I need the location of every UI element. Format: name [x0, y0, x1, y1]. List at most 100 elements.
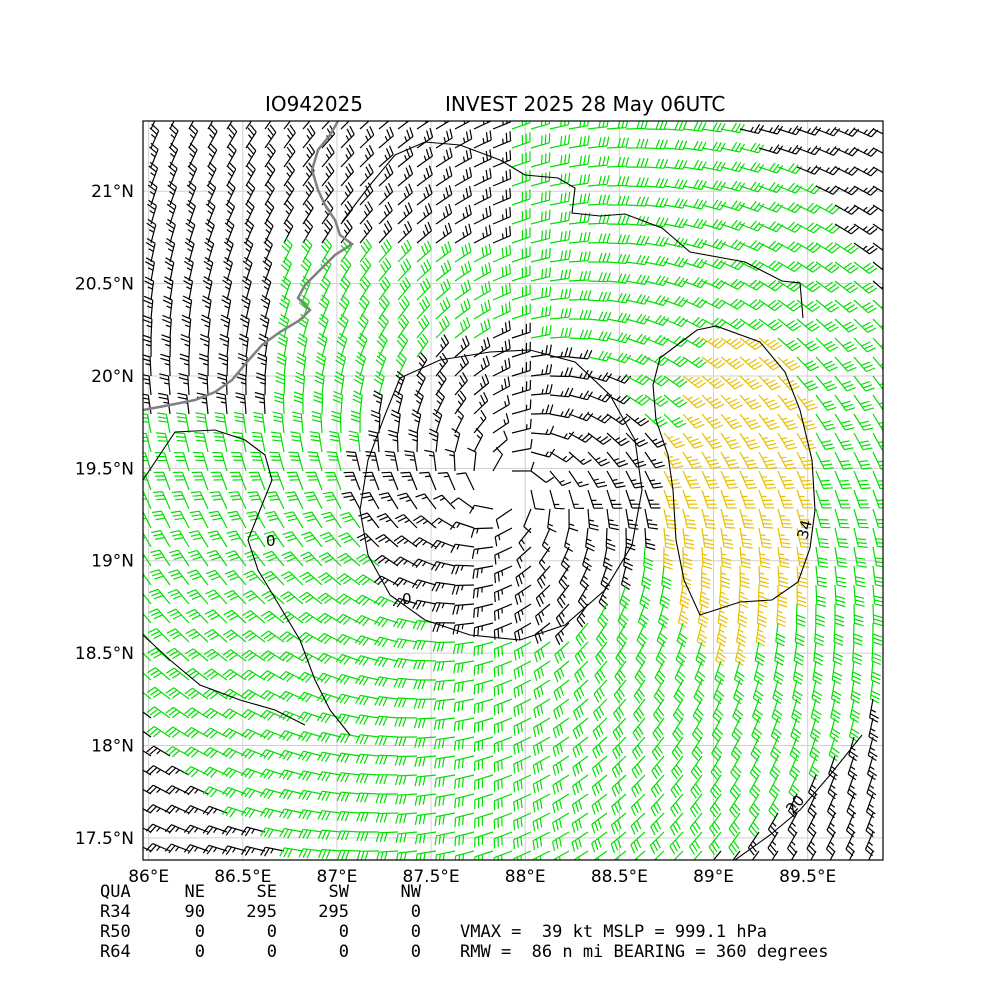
wind-barb: [184, 707, 209, 719]
wind-barb: [834, 223, 859, 235]
wind-barb: [220, 314, 231, 339]
wind-barb: [532, 850, 551, 860]
wind-barb: [682, 316, 708, 329]
wind-barb: [375, 351, 387, 377]
wind-barb: [335, 653, 361, 665]
wind-radii-row-r34: R34 90 295 295 0: [100, 902, 421, 922]
wind-barb: [397, 164, 414, 187]
wind-barb: [513, 717, 532, 736]
wind-barb: [872, 318, 883, 331]
wind-barb: [591, 793, 608, 815]
wind-barb: [278, 670, 304, 683]
wind-barb: [587, 213, 611, 225]
wind-radii-header: QUA NE SE SW NW: [100, 882, 421, 902]
wind-barb: [454, 850, 475, 860]
wind-barb: [834, 146, 860, 157]
wind-barb: [614, 660, 627, 685]
wind-barb: [146, 726, 171, 738]
wind-barb: [751, 717, 763, 743]
wind-barb: [758, 162, 784, 174]
wind-barb: [473, 149, 492, 168]
wind-barb: [644, 314, 670, 326]
wind-barb: [473, 187, 492, 206]
wind-barb: [378, 201, 393, 225]
wind-barb: [411, 409, 422, 434]
wind-barb: [207, 142, 218, 168]
wind-barb: [511, 461, 535, 472]
wind-barb: [181, 314, 192, 339]
wind-barb: [552, 812, 570, 833]
wind-barb: [606, 394, 632, 405]
wind-barb: [315, 352, 327, 377]
wind-barb: [245, 199, 255, 225]
wind-barb: [378, 295, 390, 320]
wind-barb: [259, 749, 285, 761]
wind-barb: [260, 846, 285, 857]
wind-barb: [435, 334, 450, 358]
wind-barb: [473, 243, 492, 263]
wind-barb: [720, 470, 739, 489]
wind-barb: [253, 411, 266, 434]
wind-barb: [146, 218, 157, 244]
wind-barb: [815, 165, 841, 176]
wind-barb: [148, 161, 159, 187]
wind-barb: [166, 199, 177, 225]
wind-barb: [317, 751, 342, 763]
wind-barb: [166, 628, 190, 643]
wind-barb: [806, 812, 817, 838]
wind-barb: [530, 228, 551, 244]
wind-barb: [169, 530, 190, 548]
wind-barb: [644, 334, 670, 346]
wind-barb: [777, 585, 788, 608]
wind-barb: [432, 408, 443, 434]
wind-barb: [834, 242, 859, 254]
wind-barb: [663, 198, 688, 209]
wind-barb: [796, 202, 822, 214]
wind-barb: [288, 451, 304, 472]
wind-barb: [575, 622, 589, 647]
wind-barb: [585, 527, 596, 552]
wind-barb: [700, 565, 711, 589]
wind-barb: [815, 375, 838, 392]
wind-barb: [473, 205, 492, 225]
wind-barb: [777, 241, 803, 253]
wind-barb: [872, 242, 883, 252]
wind-barb: [591, 755, 608, 778]
wind-barb: [321, 219, 333, 244]
wind-barb: [872, 508, 883, 528]
wind-barb: [767, 831, 779, 856]
wind-barb: [815, 394, 837, 411]
wind-barb: [750, 736, 762, 762]
wind-barb: [511, 439, 533, 453]
wind-barb: [530, 344, 552, 358]
wind-barb: [144, 276, 155, 301]
wind-barb: [549, 347, 573, 358]
wind-barb: [145, 823, 171, 834]
wind-barb: [376, 513, 399, 529]
contour-west: [143, 429, 351, 736]
wind-barb: [164, 804, 190, 815]
wind-barb: [530, 305, 552, 320]
wind-barb: [266, 491, 285, 510]
wind-barb: [340, 144, 355, 168]
wind-barb: [786, 831, 798, 856]
wind-barb: [720, 337, 745, 350]
wind-barb: [853, 223, 878, 235]
wind-barb: [290, 431, 304, 453]
wind-barb: [435, 278, 451, 301]
wind-barb: [283, 181, 295, 206]
wind-barb: [613, 679, 627, 704]
wind-barb: [221, 728, 247, 740]
wind-barb: [758, 299, 783, 311]
wind-barb: [568, 154, 590, 168]
wind-barb: [373, 575, 399, 586]
wind-barb: [492, 207, 512, 225]
wind-barb: [433, 717, 456, 730]
wind-barb: [359, 163, 374, 187]
wind-barb: [834, 337, 858, 353]
r34-ne: 90: [184, 902, 205, 922]
wind-barb: [536, 565, 551, 589]
wind-barb: [606, 413, 631, 426]
wind-barb: [394, 736, 418, 747]
wind-barb: [246, 510, 266, 529]
